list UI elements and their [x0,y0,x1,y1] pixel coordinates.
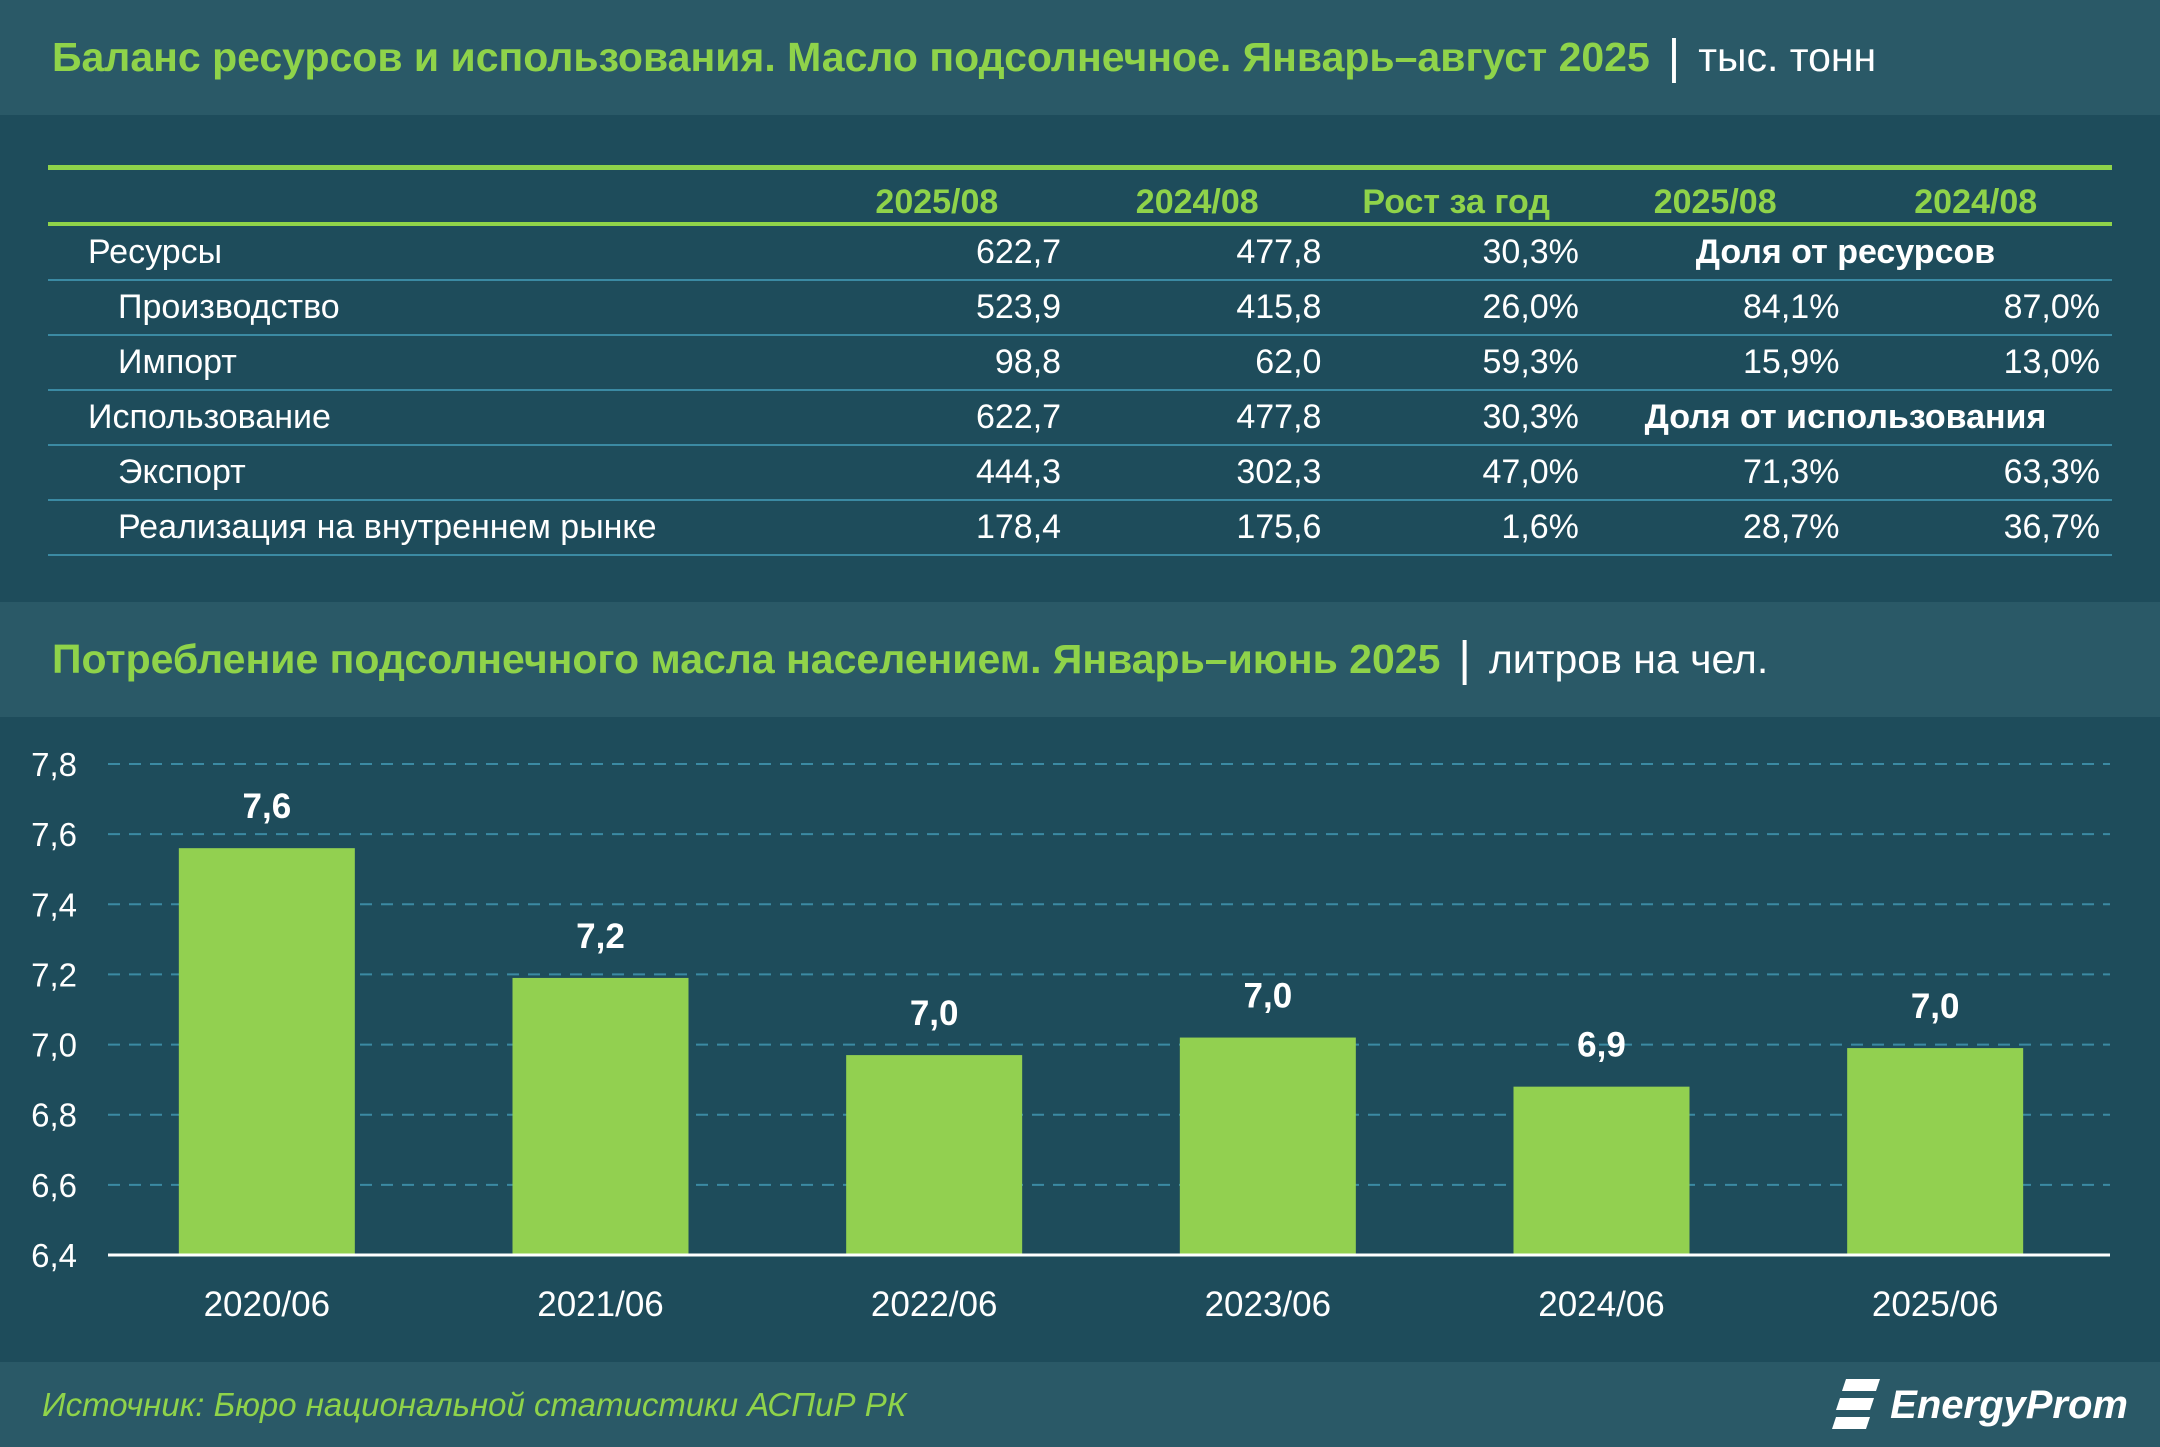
cell-growth: 47,0% [1482,453,1579,491]
cell-2024: 477,8 [1236,233,1322,271]
share-subheader: Доля от ресурсов [1695,233,1996,271]
row-label: Реализация на внутреннем рынке [118,508,657,546]
x-tick-label: 2025/06 [1872,1285,1999,1324]
cell-growth: 30,3% [1482,398,1579,436]
cell-growth: 30,3% [1482,233,1579,271]
bar [512,977,689,1255]
row-label: Использование [88,398,331,436]
x-tick-label: 2023/06 [1205,1285,1332,1324]
data-label: 7,0 [1244,977,1293,1016]
cell-share-2024: 13,0% [2003,343,2100,381]
header-cell: Рост за год [1362,183,1550,221]
header-cell: 2025/08 [875,183,999,221]
logo-text: EnergyProm [1890,1382,2128,1427]
cell-2025: 622,7 [975,233,1062,271]
table-unit: тыс. тонн [1698,34,1877,80]
cell-2024: 415,8 [1236,288,1322,326]
cell-2025: 523,9 [975,288,1062,326]
cell-2024: 302,3 [1236,453,1322,491]
header-cell: 2024/08 [1914,183,2038,221]
energyprom-logo: EnergyProm [1832,1372,2128,1438]
y-tick-label: 7,0 [31,1027,77,1064]
table-panel: 2025/08 2024/08 Рост за год 2025/08 2024… [0,115,2160,602]
data-label: 7,6 [243,787,292,826]
balance-table: 2025/08 2024/08 Рост за год 2025/08 2024… [48,165,2112,556]
y-tick-label: 7,2 [31,956,77,993]
chart-section-header: Потребление подсолнечного масла населени… [0,602,2160,717]
x-tick-label: 2022/06 [871,1285,998,1324]
x-tick-label: 2020/06 [204,1285,331,1324]
table-title: Баланс ресурсов и использования. Масло п… [52,34,1650,80]
y-tick-label: 6,8 [31,1097,77,1134]
cell-2024: 175,6 [1236,508,1322,546]
bar [1513,1086,1690,1255]
row-label: Производство [118,288,340,326]
y-tick-label: 7,6 [31,816,77,853]
title-separator: | [1667,31,1681,84]
bar [846,1055,1023,1255]
row-label: Импорт [118,343,237,381]
table-section-header: Баланс ресурсов и использования. Масло п… [0,0,2160,115]
chart-panel: 7,6 7,2 7,0 7,0 6,9 7,0 6,4 6,6 6,8 7,0 7,2 7,4 7,6… [0,717,2160,1362]
row-label: Экспорт [118,453,246,491]
chart-title: Потребление подсолнечного масла населени… [52,636,1441,682]
header-cell: 2025/08 [1653,183,1777,221]
row-label: Ресурсы [88,233,223,271]
cell-growth: 59,3% [1482,343,1579,381]
data-label: 6,9 [1577,1026,1626,1065]
data-label: 7,0 [1911,987,1960,1026]
y-tick-label: 7,8 [31,746,77,783]
cell-2024: 477,8 [1236,398,1322,436]
table-row: Использование 622,7 477,8 30,3% Доля от … [48,390,2112,445]
chart-unit: литров на чел. [1488,636,1769,682]
source-text: Источник: Бюро национальной статистики А… [42,1385,907,1423]
bar [178,848,355,1255]
header-cell [48,168,813,225]
y-tick-label: 6,6 [31,1167,77,1204]
x-tick-label: 2021/06 [537,1285,664,1324]
cell-share-2024: 87,0% [2003,288,2100,326]
bar [1847,1048,2024,1255]
table-row: Экспорт 444,3 302,3 47,0% 71,3% 63,3% [48,445,2112,500]
cell-share-2025: 28,7% [1743,508,1840,546]
cell-2025: 444,3 [975,453,1062,491]
share-subheader: Доля от использования [1644,398,2047,436]
y-tick-label: 7,4 [31,886,77,923]
cell-2024: 62,0 [1255,343,1322,381]
cell-2025: 622,7 [975,398,1062,436]
title-separator: | [1458,633,1471,686]
x-tick-label: 2024/06 [1538,1285,1665,1324]
table-row: Импорт 98,8 62,0 59,3% 15,9% 13,0% [48,335,2112,390]
cell-2025: 178,4 [975,508,1062,546]
y-tick-label: 6,4 [31,1237,77,1274]
cell-share-2024: 36,7% [2003,508,2100,546]
cell-share-2025: 71,3% [1743,453,1840,491]
cell-2025: 98,8 [994,343,1062,381]
table-row: Производство 523,9 415,8 26,0% 84,1% 87,… [48,280,2112,335]
data-label: 7,2 [576,917,625,956]
bar [1179,1037,1356,1255]
header-cell: 2024/08 [1135,183,1259,221]
table-row: Ресурсы 622,7 477,8 30,3% Доля от ресурс… [48,224,2112,280]
table-row: Реализация на внутреннем рынке 178,4 175… [48,500,2112,555]
data-label: 7,0 [910,994,959,1033]
cell-share-2024: 63,3% [2003,453,2100,491]
cell-share-2025: 84,1% [1743,288,1840,326]
cell-growth: 1,6% [1501,508,1579,546]
footer: Источник: Бюро национальной статистики А… [0,1362,2160,1447]
cell-share-2025: 15,9% [1743,343,1840,381]
logo-mark-icon [1832,1379,1881,1429]
bar-chart: 7,6 7,2 7,0 7,0 6,9 7,0 6,4 6,6 6,8 7,0 7,2 7,4 7,6… [31,746,2110,1324]
table-header-row: 2025/08 2024/08 Рост за год 2025/08 2024… [48,167,2112,225]
cell-growth: 26,0% [1482,288,1579,326]
